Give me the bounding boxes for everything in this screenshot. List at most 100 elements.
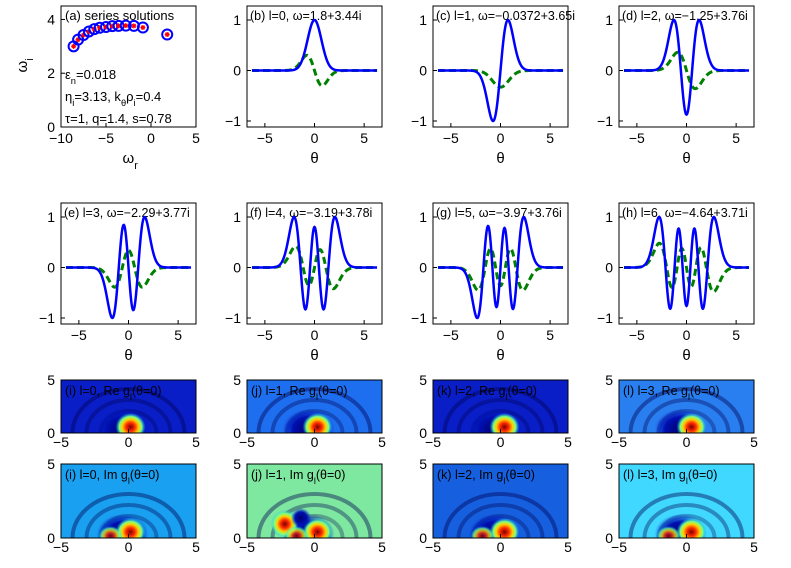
series-real-line: [623, 215, 750, 311]
heatmap-hot-lobe: [489, 413, 520, 433]
y-tick-label: 4: [47, 11, 55, 27]
x-tick-label: 5: [174, 327, 182, 343]
y-tick-label: 0: [233, 425, 241, 441]
panel-a: −10 −5 0 5 0 2 4 ωr ωi (a) series solutions εn=0.0…: [14, 5, 200, 172]
panel-title: (d) l=2, ω=−1.25+3.76i: [622, 9, 748, 23]
y-tick-label: 1: [233, 209, 241, 225]
x-tick-label: 5: [378, 539, 386, 555]
x-tick-label: 5: [192, 539, 200, 555]
x-axis-label: θ: [124, 347, 132, 364]
x-tick-label: 0: [497, 539, 505, 555]
y-tick-label: 0: [605, 530, 613, 546]
x-axis-label: θ: [682, 347, 690, 364]
heatmap-ring: [456, 398, 545, 433]
x-tick-label: −10: [49, 130, 73, 146]
x-tick-label: −5: [611, 434, 627, 450]
x-tick-label: 5: [564, 539, 572, 555]
data-point-circle: [136, 21, 149, 34]
y-tick-label: −1: [225, 113, 241, 129]
y-tick-label: 0: [47, 119, 55, 135]
heatmap-ring: [456, 503, 545, 538]
y-tick-label: 5: [47, 372, 55, 388]
panel-heatmap-im-k: −5 0 505(k) l=2, Im gl(θ=0): [419, 456, 572, 555]
y-tick-label: 0: [47, 530, 55, 546]
heatmap-ring: [628, 492, 745, 538]
y-tick-label: 0: [605, 63, 613, 79]
data-point-star: [116, 23, 122, 29]
y-tick-label: 5: [233, 456, 241, 472]
y-tick-label: 5: [47, 456, 55, 472]
x-tick-label: 0: [125, 434, 133, 450]
x-tick-label: 0: [311, 539, 319, 555]
heatmap-ring: [70, 492, 187, 538]
data-point-star: [140, 25, 146, 31]
x-tick-label: 5: [546, 327, 554, 343]
panel-title: (i) l=0, Im gl(θ=0): [65, 468, 159, 486]
series-real-line: [437, 215, 564, 320]
x-axis-label: θ: [310, 347, 318, 364]
data-point-star: [103, 24, 109, 30]
y-tick-label: 5: [605, 372, 613, 388]
x-tick-label: 0: [311, 130, 319, 146]
panel-title: (l) l=3, Im gl(θ=0): [623, 468, 717, 486]
y-tick-label: 5: [233, 372, 241, 388]
data-point-star: [109, 23, 115, 29]
heatmap-hot-lobe: [676, 413, 707, 433]
x-tick-label: 0: [311, 434, 319, 450]
y-tick-label: 5: [419, 372, 427, 388]
annotation-eta: ηi=3.13, kθρi=0.4: [65, 89, 161, 108]
x-tick-label: 0: [683, 327, 691, 343]
heatmap-ring: [256, 387, 373, 433]
data-point-circle: [119, 19, 132, 32]
y-tick-label: −1: [225, 310, 241, 326]
panel-d: −5 0 5 −1 0 1 θ (d) l=2, ω=−1.25+3.76i: [597, 5, 755, 167]
y-tick-label: 1: [605, 12, 613, 28]
x-tick-label: 5: [750, 434, 758, 450]
x-tick-label: 5: [360, 327, 368, 343]
y-tick-label: 1: [419, 12, 427, 28]
y-tick-label: 0: [47, 260, 55, 276]
x-tick-label: 0: [125, 327, 133, 343]
x-tick-label: −5: [425, 539, 441, 555]
series-real-line: [251, 18, 378, 72]
x-tick-label: 0: [497, 130, 505, 146]
x-tick-label: 5: [750, 539, 758, 555]
panel-heatmap-im-l: −5 0 505(l) l=3, Im gl(θ=0): [605, 456, 758, 555]
y-tick-label: −1: [411, 113, 427, 129]
x-tick-label: −5: [257, 130, 273, 146]
x-tick-label: 5: [564, 434, 572, 450]
y-tick-label: 2: [47, 65, 55, 81]
y-tick-label: 1: [605, 209, 613, 225]
y-tick-label: 0: [419, 530, 427, 546]
x-tick-label: 5: [732, 130, 740, 146]
x-tick-label: −5: [53, 539, 69, 555]
x-tick-label: 0: [683, 539, 691, 555]
x-tick-label: 0: [497, 434, 505, 450]
data-point-star: [131, 23, 137, 29]
y-tick-label: 5: [419, 456, 427, 472]
heatmap-hot-lobe: [656, 526, 681, 538]
series-real-line: [623, 18, 750, 116]
x-tick-label: −5: [53, 434, 69, 450]
y-tick-label: 0: [419, 63, 427, 79]
series-imaginary-line: [623, 241, 750, 294]
heatmap-ring: [642, 398, 731, 433]
panel-title: (c) l=1, ω=−0.0372+3.65i: [436, 9, 575, 23]
panel-heatmap-re-i: −5 0 505(i) l=0, Re gl(θ=0): [47, 372, 200, 450]
x-tick-label: 5: [732, 327, 740, 343]
x-tick-label: 5: [192, 434, 200, 450]
x-tick-label: −5: [443, 130, 459, 146]
x-tick-label: 5: [360, 130, 368, 146]
series-real-line: [251, 215, 378, 311]
panel-heatmap-re-k: −5 0 505(k) l=2, Re gl(θ=0): [419, 372, 572, 450]
data-point-star: [71, 43, 77, 49]
heatmap-ring: [642, 503, 731, 538]
x-tick-label: 0: [497, 327, 505, 343]
y-tick-label: −1: [597, 310, 613, 326]
x-tick-label: 0: [311, 327, 319, 343]
panel-title: (b) l=0, ω=1.8+3.44i: [250, 9, 362, 23]
x-tick-label: −5: [629, 327, 645, 343]
x-tick-label: 5: [546, 130, 554, 146]
annotation-epsilon: εn=0.018: [65, 67, 116, 86]
y-axis-label: ωi: [14, 58, 36, 72]
